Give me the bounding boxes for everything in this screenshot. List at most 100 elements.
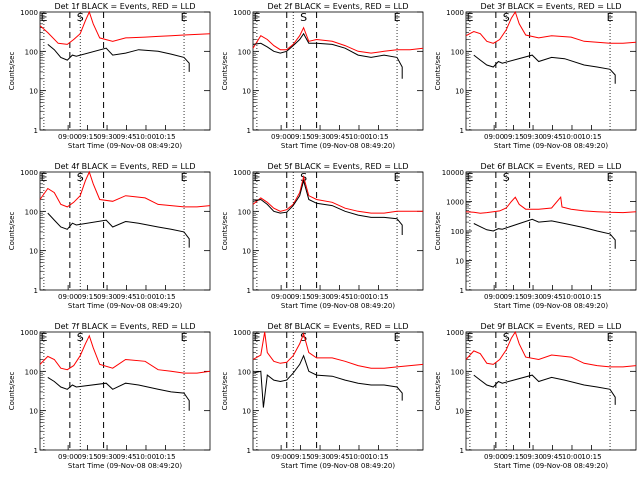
end-marker-label: E	[394, 171, 401, 184]
x-tick-label: 09:45	[329, 453, 349, 461]
series-events-line	[47, 376, 190, 411]
panel-title: Det 8f BLACK = Events, RED = LLD	[267, 322, 408, 331]
panel-title: Det 1f BLACK = Events, RED = LLD	[54, 2, 195, 11]
y-tick-label: 100	[451, 368, 464, 376]
edge-marker-label: E	[467, 171, 474, 184]
panel-title: Det 4f BLACK = Events, RED = LLD	[54, 162, 195, 171]
series-events-line	[47, 212, 190, 248]
y-tick-label: 1	[247, 447, 251, 455]
y-tick-label: 10	[242, 248, 251, 256]
x-tick-label: 10:15	[368, 133, 388, 141]
series-events-line	[473, 374, 616, 405]
x-tick-label: 09:00	[484, 133, 504, 141]
x-axis-label: Start Time (09-Nov-08 08:49:20)	[281, 462, 395, 470]
x-tick-label: 09:15	[503, 453, 523, 461]
y-tick-label: 100	[25, 368, 38, 376]
x-tick-label: 09:00	[58, 133, 78, 141]
panel-title: Det 6f BLACK = Events, RED = LLD	[480, 162, 621, 171]
y-tick-label: 1	[34, 127, 38, 135]
start-marker-label: S	[300, 331, 307, 344]
panel-1: Det 1f BLACK = Events, RED = LLD 1 10 100 10…	[8, 2, 211, 150]
x-tick-label: 10:15	[581, 293, 601, 301]
end-marker-label: E	[181, 171, 188, 184]
plot-frame	[39, 171, 211, 291]
x-tick-label: 10:00	[136, 453, 156, 461]
series-lld-line	[465, 330, 637, 368]
x-tick-label: 10:15	[155, 293, 175, 301]
y-tick-label: 10	[242, 408, 251, 416]
plot-frame	[39, 11, 211, 131]
x-tick-label: 09:00	[58, 293, 78, 301]
x-tick-label: 09:45	[116, 293, 136, 301]
y-tick-label: 1000	[233, 329, 251, 337]
y-tick-label: 100	[238, 368, 251, 376]
y-tick-label: 100	[451, 228, 464, 236]
x-tick-label: 09:45	[542, 453, 562, 461]
series-events-line	[252, 178, 403, 235]
panel-3: Det 3f BLACK = Events, RED = LLD 1 10 100 10…	[434, 2, 637, 150]
plot-frame	[252, 171, 424, 291]
y-tick-label: 100	[451, 48, 464, 56]
plot-frame	[39, 331, 211, 451]
y-tick-label: 1000	[446, 329, 464, 337]
y-tick-label: 1	[34, 287, 38, 295]
end-marker-label: E	[607, 331, 614, 344]
series-lld-line	[39, 10, 211, 45]
panel-title: Det 7f BLACK = Events, RED = LLD	[54, 322, 195, 331]
end-marker-label: E	[607, 11, 614, 24]
y-tick-label: 10	[455, 88, 464, 96]
y-tick-label: 1000	[446, 199, 464, 207]
x-tick-label: 09:15	[290, 293, 310, 301]
x-tick-label: 09:45	[329, 133, 349, 141]
edge-marker-label: E	[467, 11, 474, 24]
series-lld-line	[252, 26, 424, 54]
x-tick-label: 09:00	[484, 293, 504, 301]
x-tick-label: 09:15	[290, 133, 310, 141]
y-tick-label: 1	[34, 447, 38, 455]
end-marker-label: E	[181, 11, 188, 24]
panel-7: Det 7f BLACK = Events, RED = LLD 1 10 100 10…	[8, 322, 211, 470]
x-tick-label: 09:30	[523, 293, 543, 301]
start-marker-label: S	[503, 11, 510, 24]
panel-4: Det 4f BLACK = Events, RED = LLD 1 10 100 10…	[8, 162, 211, 310]
panel-title: Det 3f BLACK = Events, RED = LLD	[480, 2, 621, 11]
panel-8: Det 8f BLACK = Events, RED = LLD 1 10 100 10…	[221, 322, 424, 470]
x-tick-label: 09:15	[503, 293, 523, 301]
x-tick-label: 10:15	[368, 453, 388, 461]
x-tick-label: 10:15	[581, 133, 601, 141]
x-tick-label: 09:30	[310, 293, 330, 301]
y-axis-label: Counts/sec	[434, 212, 442, 251]
x-tick-label: 10:00	[349, 293, 369, 301]
y-tick-label: 100	[25, 208, 38, 216]
panel-9: Det 9f BLACK = Events, RED = LLD 1 10 100 10…	[434, 322, 637, 470]
x-axis-label: Start Time (09-Nov-08 08:49:20)	[494, 142, 608, 150]
y-tick-label: 10	[29, 408, 38, 416]
start-marker-label: S	[77, 171, 84, 184]
y-tick-label: 1000	[20, 329, 38, 337]
x-tick-label: 09:30	[97, 293, 117, 301]
x-tick-label: 09:15	[503, 133, 523, 141]
series-events-line	[252, 32, 403, 79]
y-tick-label: 1000	[233, 169, 251, 177]
y-tick-label: 10	[29, 248, 38, 256]
edge-marker-label: E	[467, 331, 474, 344]
x-tick-label: 09:30	[310, 453, 330, 461]
edge-marker-label: E	[254, 11, 261, 24]
edge-marker-label: E	[254, 331, 261, 344]
edge-marker-label: E	[41, 11, 48, 24]
series-lld-line	[252, 174, 423, 214]
y-axis-label: Counts/sec	[8, 372, 16, 411]
y-axis-label: Counts/sec	[434, 372, 442, 411]
y-tick-label: 100	[238, 48, 251, 56]
x-tick-label: 10:00	[136, 133, 156, 141]
x-axis-label: Start Time (09-Nov-08 08:49:20)	[494, 462, 608, 470]
y-axis-label: Counts/sec	[8, 52, 16, 91]
y-tick-label: 1	[460, 447, 464, 455]
y-tick-label: 10	[455, 258, 464, 266]
x-tick-label: 10:00	[349, 133, 369, 141]
panel-2: Det 2f BLACK = Events, RED = LLD 1 10 100 10…	[221, 2, 424, 150]
x-tick-label: 09:00	[58, 453, 78, 461]
y-tick-label: 1	[247, 127, 251, 135]
edge-marker-label: E	[254, 171, 261, 184]
